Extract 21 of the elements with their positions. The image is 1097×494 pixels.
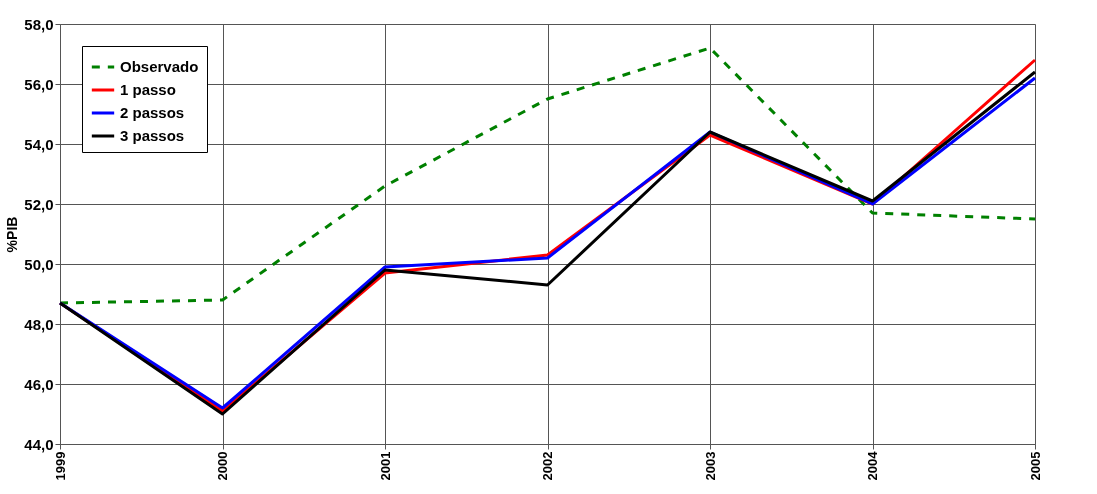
y-tick-label: 48,0 — [24, 315, 54, 333]
y-axis-title: %PIB — [4, 216, 21, 253]
y-tick-label: 52,0 — [24, 195, 54, 213]
legend-label: Observado — [120, 58, 199, 75]
legend-label: 2 passos — [120, 104, 185, 121]
x-tick-label: 2001 — [377, 451, 393, 481]
y-tick-label: 46,0 — [24, 375, 54, 393]
legend-label: 1 passo — [120, 81, 176, 98]
x-tick-label: 2005 — [1027, 451, 1043, 481]
y-tick-label: 50,0 — [24, 255, 54, 273]
x-tick-label: 2002 — [540, 451, 555, 481]
y-tick-label: 44,0 — [24, 435, 54, 453]
x-tick-label: 1999 — [52, 451, 68, 481]
x-tick-label: 2003 — [702, 451, 718, 481]
y-tick-label: 56,0 — [24, 75, 54, 93]
y-tick-label: 58,0 — [24, 15, 54, 33]
legend-label: 3 passos — [120, 127, 185, 144]
y-tick-label: 54,0 — [24, 135, 54, 153]
x-tick-label: 2000 — [215, 451, 230, 481]
line-series — [58, 46, 1037, 305]
x-tick-label: 2004 — [865, 450, 880, 481]
